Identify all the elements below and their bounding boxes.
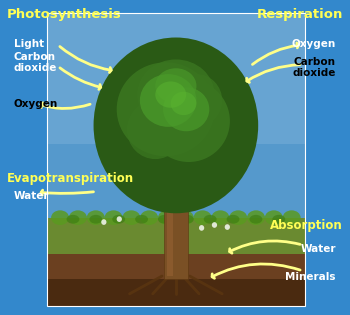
Bar — [47, 13, 304, 306]
Ellipse shape — [155, 87, 180, 99]
Ellipse shape — [225, 224, 230, 230]
Ellipse shape — [229, 105, 250, 116]
Bar — [164, 206, 188, 279]
Ellipse shape — [148, 88, 173, 101]
Ellipse shape — [181, 215, 194, 224]
Text: Carbon
dioxide: Carbon dioxide — [14, 52, 57, 73]
Text: Evapotranspiration: Evapotranspiration — [7, 172, 134, 185]
Ellipse shape — [194, 210, 212, 225]
Bar — [167, 209, 174, 276]
Ellipse shape — [212, 222, 217, 228]
Ellipse shape — [181, 96, 209, 110]
Ellipse shape — [122, 210, 140, 225]
Ellipse shape — [93, 37, 258, 213]
Ellipse shape — [211, 210, 229, 225]
Text: Respiration: Respiration — [257, 8, 343, 21]
Ellipse shape — [250, 215, 262, 224]
Ellipse shape — [135, 215, 148, 224]
Ellipse shape — [171, 74, 222, 127]
Ellipse shape — [127, 100, 184, 159]
Ellipse shape — [148, 80, 230, 162]
Ellipse shape — [66, 215, 79, 224]
Text: Oxygen: Oxygen — [292, 39, 336, 49]
Ellipse shape — [117, 216, 122, 222]
Ellipse shape — [226, 215, 239, 224]
Ellipse shape — [283, 210, 301, 225]
Ellipse shape — [163, 87, 209, 131]
Ellipse shape — [87, 210, 105, 225]
Ellipse shape — [158, 215, 171, 224]
Ellipse shape — [247, 210, 265, 225]
Bar — [47, 279, 304, 306]
Ellipse shape — [195, 98, 223, 112]
Ellipse shape — [170, 90, 205, 108]
Ellipse shape — [155, 82, 186, 108]
Text: Water: Water — [301, 244, 336, 254]
Bar — [47, 13, 304, 306]
Ellipse shape — [222, 107, 243, 118]
Ellipse shape — [163, 92, 198, 109]
Ellipse shape — [51, 210, 69, 225]
Text: Oxygen: Oxygen — [14, 99, 58, 109]
Ellipse shape — [101, 219, 106, 225]
Ellipse shape — [199, 225, 204, 231]
Ellipse shape — [215, 104, 236, 115]
Text: Carbon
dioxide: Carbon dioxide — [293, 57, 336, 77]
Ellipse shape — [158, 210, 176, 225]
Ellipse shape — [171, 92, 196, 115]
Ellipse shape — [229, 210, 247, 225]
Ellipse shape — [155, 68, 196, 103]
Ellipse shape — [112, 215, 125, 224]
Bar — [47, 254, 304, 306]
Ellipse shape — [69, 210, 87, 225]
Text: Light: Light — [14, 39, 44, 49]
Text: Water: Water — [14, 191, 49, 201]
Bar — [47, 218, 304, 306]
Ellipse shape — [105, 210, 122, 225]
Text: Absorption: Absorption — [270, 219, 343, 232]
Ellipse shape — [265, 210, 283, 225]
Ellipse shape — [89, 215, 102, 224]
Ellipse shape — [188, 99, 216, 113]
Ellipse shape — [140, 74, 196, 127]
Text: Photosynthesis: Photosynthesis — [7, 8, 122, 21]
Text: Minerals: Minerals — [286, 272, 336, 283]
Bar — [47, 13, 304, 144]
Ellipse shape — [141, 85, 166, 98]
Ellipse shape — [137, 60, 215, 130]
Ellipse shape — [117, 62, 215, 156]
Ellipse shape — [272, 215, 285, 224]
Ellipse shape — [156, 89, 191, 106]
Ellipse shape — [176, 210, 194, 225]
Ellipse shape — [140, 210, 158, 225]
Ellipse shape — [204, 215, 217, 224]
